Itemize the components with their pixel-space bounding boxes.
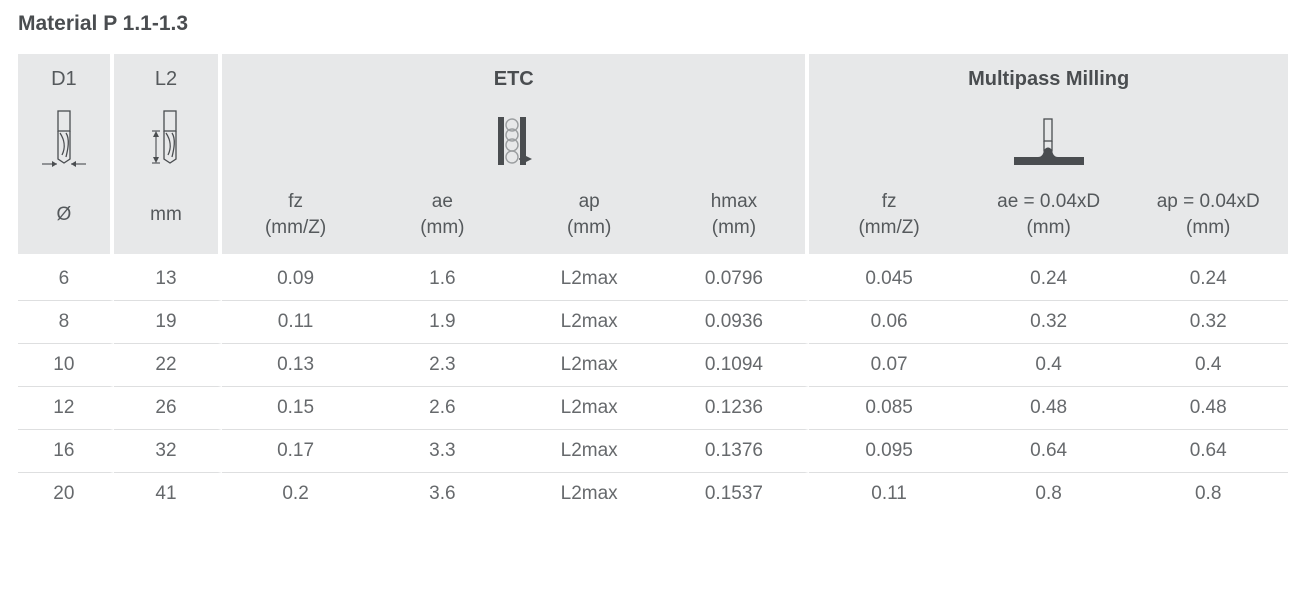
etc-trochoidal-icon <box>492 115 536 167</box>
cell-ap: L2max <box>516 344 663 387</box>
cell-mp_ap: 0.8 <box>1128 473 1288 515</box>
cell-fz: 0.17 <box>222 430 369 473</box>
subhdr-mp-ap: ap = 0.04xD(mm) <box>1128 177 1288 258</box>
cell-hmax: 0.1094 <box>663 344 810 387</box>
cell-hmax: 0.1236 <box>663 387 810 430</box>
cell-ap: L2max <box>516 430 663 473</box>
cell-ap: L2max <box>516 301 663 344</box>
col-header-l2: L2 <box>114 54 222 177</box>
cell-d1: 16 <box>18 430 114 473</box>
cutting-data-table: D1 L2 <box>18 54 1288 515</box>
col-group-multipass: Multipass Milling <box>809 54 1288 177</box>
cell-mp_fz: 0.085 <box>809 387 969 430</box>
subhdr-mp-ae: ae = 0.04xD(mm) <box>969 177 1129 258</box>
cell-ae: 1.9 <box>369 301 516 344</box>
cell-hmax: 0.1537 <box>663 473 810 515</box>
page-title: Material P 1.1-1.3 <box>18 12 1288 36</box>
cut-length-endmill-icon <box>138 109 194 167</box>
table-row: 20410.23.6L2max0.15370.110.80.8 <box>18 473 1288 515</box>
cell-ae: 2.6 <box>369 387 516 430</box>
subhdr-mm: mm <box>114 177 222 258</box>
etc-label: ETC <box>494 68 534 90</box>
cell-mp_ap: 0.64 <box>1128 430 1288 473</box>
cell-fz: 0.2 <box>222 473 369 515</box>
cell-d1: 10 <box>18 344 114 387</box>
cell-fz: 0.11 <box>222 301 369 344</box>
cell-ap: L2max <box>516 258 663 301</box>
col-header-d1: D1 <box>18 54 114 177</box>
d1-label: D1 <box>51 68 77 90</box>
diameter-endmill-icon <box>36 109 92 167</box>
subhdr-ae: ae(mm) <box>369 177 516 258</box>
table-row: 10220.132.3L2max0.10940.070.40.4 <box>18 344 1288 387</box>
subhdr-diameter: Ø <box>18 177 114 258</box>
cell-fz: 0.15 <box>222 387 369 430</box>
cell-ae: 3.3 <box>369 430 516 473</box>
cell-l2: 41 <box>114 473 222 515</box>
cell-fz: 0.13 <box>222 344 369 387</box>
cell-ae: 3.6 <box>369 473 516 515</box>
cell-mp_ae: 0.64 <box>969 430 1129 473</box>
multipass-label: Multipass Milling <box>968 68 1129 90</box>
subhdr-fz: fz(mm/Z) <box>222 177 369 258</box>
subhdr-ap: ap(mm) <box>516 177 663 258</box>
cell-fz: 0.09 <box>222 258 369 301</box>
cell-d1: 6 <box>18 258 114 301</box>
cell-mp_ae: 0.4 <box>969 344 1129 387</box>
cell-d1: 12 <box>18 387 114 430</box>
cell-mp_ae: 0.8 <box>969 473 1129 515</box>
l2-label: L2 <box>155 68 177 90</box>
subhdr-mp-fz: fz(mm/Z) <box>809 177 969 258</box>
cell-l2: 19 <box>114 301 222 344</box>
table-row: 16320.173.3L2max0.13760.0950.640.64 <box>18 430 1288 473</box>
cell-ae: 1.6 <box>369 258 516 301</box>
cell-mp_ap: 0.4 <box>1128 344 1288 387</box>
cell-mp_fz: 0.07 <box>809 344 969 387</box>
cell-d1: 20 <box>18 473 114 515</box>
cell-mp_ap: 0.48 <box>1128 387 1288 430</box>
cell-hmax: 0.0936 <box>663 301 810 344</box>
cell-d1: 8 <box>18 301 114 344</box>
cell-mp_fz: 0.11 <box>809 473 969 515</box>
cell-hmax: 0.0796 <box>663 258 810 301</box>
cell-mp_ae: 0.24 <box>969 258 1129 301</box>
table-body: 6130.091.6L2max0.07960.0450.240.248190.1… <box>18 258 1288 515</box>
cell-mp_ae: 0.48 <box>969 387 1129 430</box>
subhdr-hmax: hmax(mm) <box>663 177 810 258</box>
cell-mp_ap: 0.32 <box>1128 301 1288 344</box>
cell-ap: L2max <box>516 473 663 515</box>
cell-l2: 32 <box>114 430 222 473</box>
cell-hmax: 0.1376 <box>663 430 810 473</box>
col-group-etc: ETC <box>222 54 809 177</box>
cell-ap: L2max <box>516 387 663 430</box>
cell-mp_fz: 0.06 <box>809 301 969 344</box>
table-row: 12260.152.6L2max0.12360.0850.480.48 <box>18 387 1288 430</box>
table-row: 6130.091.6L2max0.07960.0450.240.24 <box>18 258 1288 301</box>
cell-mp_fz: 0.045 <box>809 258 969 301</box>
cell-mp_ae: 0.32 <box>969 301 1129 344</box>
cell-l2: 13 <box>114 258 222 301</box>
cell-mp_ap: 0.24 <box>1128 258 1288 301</box>
cell-ae: 2.3 <box>369 344 516 387</box>
cell-l2: 26 <box>114 387 222 430</box>
cell-mp_fz: 0.095 <box>809 430 969 473</box>
table-row: 8190.111.9L2max0.09360.060.320.32 <box>18 301 1288 344</box>
multipass-milling-icon <box>1010 117 1088 167</box>
cell-l2: 22 <box>114 344 222 387</box>
